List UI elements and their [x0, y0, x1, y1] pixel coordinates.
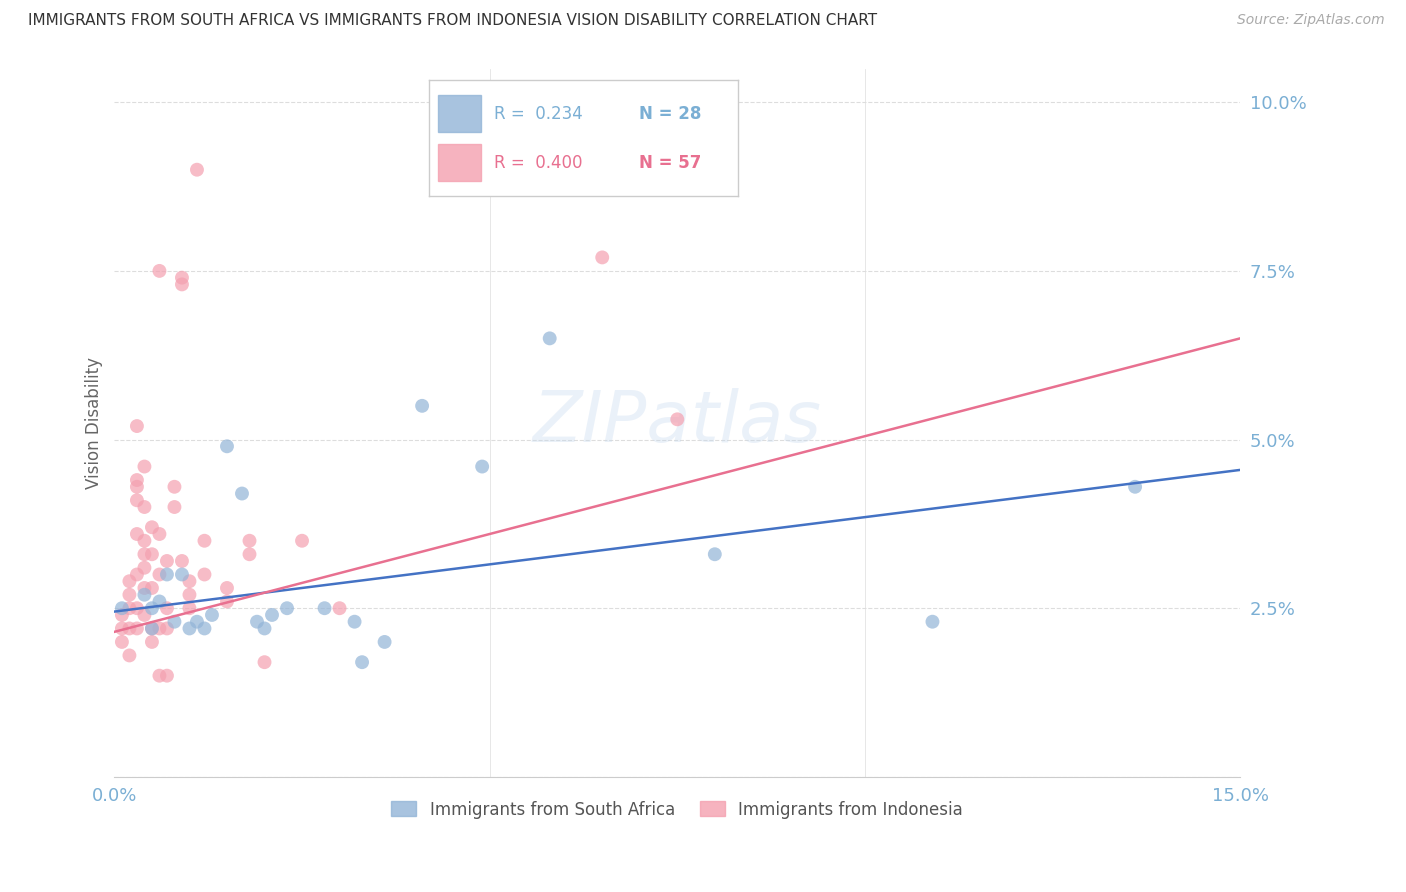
Point [125, 473, 148, 487]
Text: IMMIGRANTS FROM SOUTH AFRICA VS IMMIGRANTS FROM INDONESIA VISION DISABILITY CORR: IMMIGRANTS FROM SOUTH AFRICA VS IMMIGRAN… [28, 13, 877, 29]
Point [170, 277, 193, 292]
Point [246, 615, 269, 629]
Point [260, 607, 283, 622]
Point [231, 486, 253, 500]
Point [666, 412, 689, 426]
Point [276, 601, 298, 615]
Point [215, 439, 238, 453]
Text: R =  0.400: R = 0.400 [494, 153, 582, 171]
Point [1123, 480, 1146, 494]
Point [111, 607, 134, 622]
Point [374, 635, 396, 649]
Point [156, 554, 179, 568]
Point [193, 533, 215, 548]
Point [179, 622, 201, 636]
Point [411, 399, 433, 413]
Point [156, 668, 179, 682]
Point [591, 251, 613, 265]
Point [125, 567, 148, 582]
Point [352, 655, 374, 669]
Point [163, 615, 186, 629]
Point [186, 162, 208, 177]
Point [141, 622, 163, 636]
Text: N = 28: N = 28 [640, 105, 702, 123]
Point [134, 560, 156, 574]
Point [238, 547, 260, 561]
Point [141, 547, 163, 561]
Point [186, 615, 208, 629]
Point [125, 601, 148, 615]
Y-axis label: Vision Disability: Vision Disability [86, 357, 103, 489]
Point [156, 567, 179, 582]
Point [125, 419, 148, 434]
Point [329, 601, 352, 615]
Point [134, 581, 156, 595]
Point [201, 607, 224, 622]
Point [111, 635, 134, 649]
Point [148, 622, 170, 636]
Point [118, 648, 141, 663]
Point [125, 527, 148, 541]
Point [163, 480, 186, 494]
Point [291, 533, 314, 548]
Point [118, 574, 141, 589]
Point [134, 459, 156, 474]
Point [141, 622, 163, 636]
Point [179, 574, 201, 589]
Point [215, 581, 238, 595]
Point [118, 601, 141, 615]
Point [156, 622, 179, 636]
Text: R =  0.234: R = 0.234 [494, 105, 582, 123]
Legend: Immigrants from South Africa, Immigrants from Indonesia: Immigrants from South Africa, Immigrants… [385, 794, 970, 825]
Point [141, 581, 163, 595]
Point [118, 622, 141, 636]
Point [193, 567, 215, 582]
Point [125, 480, 148, 494]
Text: N = 57: N = 57 [640, 153, 702, 171]
Point [238, 533, 260, 548]
Point [134, 588, 156, 602]
Point [471, 459, 494, 474]
Point [111, 622, 134, 636]
Point [125, 622, 148, 636]
Point [538, 331, 561, 345]
Point [141, 601, 163, 615]
Point [148, 567, 170, 582]
Point [193, 622, 215, 636]
Point [125, 493, 148, 508]
Bar [439, 144, 481, 181]
Point [253, 622, 276, 636]
Point [179, 588, 201, 602]
Point [148, 264, 170, 278]
Point [343, 615, 366, 629]
Point [148, 594, 170, 608]
Point [163, 500, 186, 514]
Point [111, 601, 134, 615]
Point [179, 601, 201, 615]
Point [921, 615, 943, 629]
Text: Source: ZipAtlas.com: Source: ZipAtlas.com [1237, 13, 1385, 28]
Point [170, 567, 193, 582]
Point [134, 607, 156, 622]
Point [156, 601, 179, 615]
Point [314, 601, 336, 615]
Point [134, 500, 156, 514]
Point [148, 668, 170, 682]
Point [703, 547, 725, 561]
Point [118, 588, 141, 602]
Point [148, 527, 170, 541]
Point [141, 635, 163, 649]
Point [134, 533, 156, 548]
Point [134, 547, 156, 561]
Point [215, 594, 238, 608]
Text: ZIPatlas: ZIPatlas [533, 388, 821, 458]
Point [170, 270, 193, 285]
Point [141, 520, 163, 534]
Point [170, 554, 193, 568]
Point [253, 655, 276, 669]
Bar [439, 95, 481, 132]
